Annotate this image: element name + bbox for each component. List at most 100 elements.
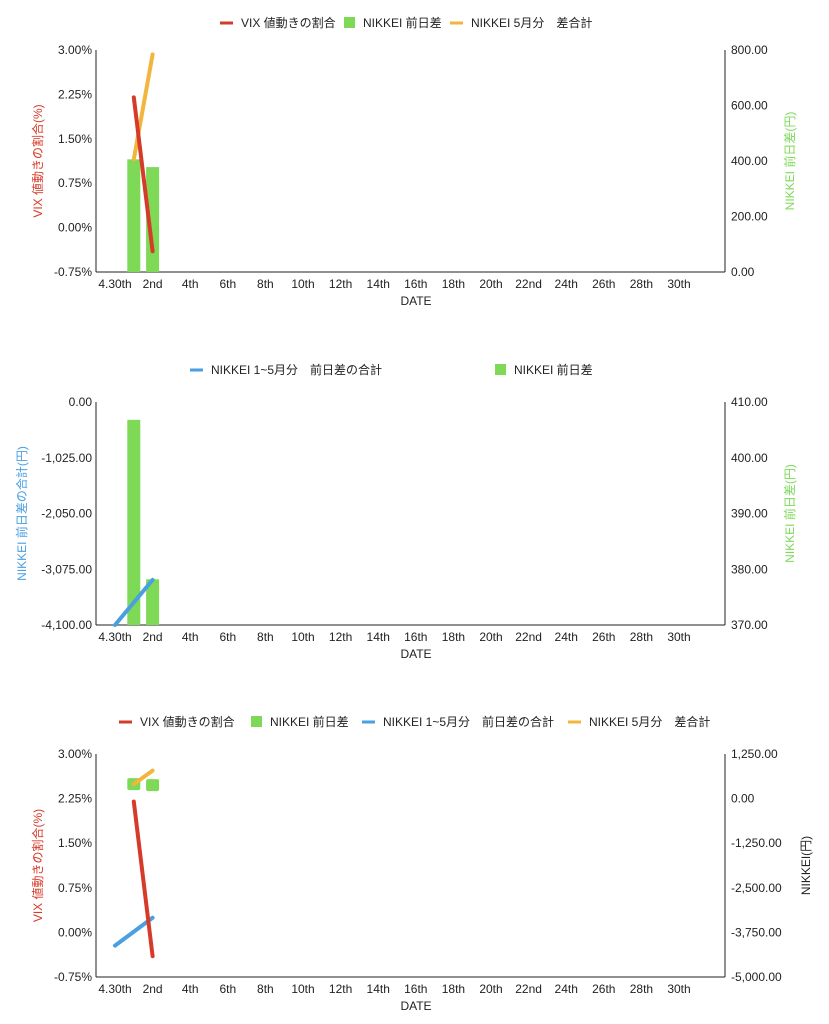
x-tick-label: 18th [442, 630, 465, 644]
right-axis-title: NIKKEI 前日差(円) [782, 464, 797, 563]
x-tick-label: 28th [630, 630, 653, 644]
x-tick-label: 6th [219, 982, 236, 996]
legend-swatch [251, 716, 262, 727]
left-axis-title: VIX 値動きの割合(%) [30, 809, 45, 922]
legend-label: NIKKEI 5月分 差合計 [471, 15, 592, 30]
x-tick-label: 22nd [515, 982, 542, 996]
x-tick-label: 16th [404, 982, 427, 996]
bar [127, 419, 141, 625]
left-tick-label: 0.00% [58, 221, 92, 235]
x-tick-label: 28th [630, 277, 653, 291]
x-tick-label: 8th [257, 982, 274, 996]
right-tick-label: 370.00 [731, 618, 768, 632]
x-tick-label: 10th [291, 630, 314, 644]
x-tick-label: 14th [367, 982, 390, 996]
left-tick-label: 3.00% [58, 747, 92, 761]
left-tick-label: 2.25% [58, 792, 92, 806]
x-tick-label: 14th [367, 630, 390, 644]
x-tick-label: 30th [667, 277, 690, 291]
x-tick-label: 20th [479, 277, 502, 291]
x-tick-label: 2nd [143, 630, 163, 644]
x-tick-label: 18th [442, 277, 465, 291]
right-axis-title: NIKKEI 前日差(円) [782, 112, 797, 211]
legend-label: NIKKEI 前日差 [363, 15, 442, 30]
x-tick-label: 2nd [143, 982, 163, 996]
x-axis-title: DATE [400, 647, 431, 661]
right-tick-label: 380.00 [731, 562, 768, 576]
right-tick-label: 400.00 [731, 451, 768, 465]
x-tick-label: 12th [329, 982, 352, 996]
bar [146, 779, 160, 792]
right-tick-label: -1,250.00 [731, 836, 782, 850]
left-tick-label: 1.50% [58, 132, 92, 146]
x-tick-label: 26th [592, 630, 615, 644]
series-line [113, 577, 155, 627]
x-tick-label: 24th [555, 630, 578, 644]
x-tick-label: 8th [257, 277, 274, 291]
left-tick-label: 0.00 [69, 395, 93, 409]
x-tick-label: 16th [404, 277, 427, 291]
right-axis-title: NIKKEI(円) [799, 836, 813, 895]
left-tick-label: 0.75% [58, 176, 92, 190]
right-tick-label: 390.00 [731, 507, 768, 521]
x-tick-label: 6th [219, 630, 236, 644]
left-tick-label: 0.00% [58, 925, 92, 939]
left-tick-label: -1,025.00 [41, 451, 92, 465]
x-tick-label: 14th [367, 277, 390, 291]
series-line [131, 799, 155, 959]
x-tick-label: 20th [479, 630, 502, 644]
legend-swatch [344, 17, 355, 28]
x-tick-label: 26th [592, 982, 615, 996]
series-line [131, 95, 155, 254]
x-tick-label: 4.30th [98, 630, 131, 644]
left-tick-label: 1.50% [58, 836, 92, 850]
right-tick-label: -2,500.00 [731, 881, 782, 895]
right-tick-label: 1,250.00 [731, 747, 778, 761]
x-axis-title: DATE [400, 294, 431, 308]
x-tick-label: 28th [630, 982, 653, 996]
left-tick-label: -0.75% [54, 970, 92, 984]
left-tick-label: -2,050.00 [41, 507, 92, 521]
left-tick-label: 2.25% [58, 87, 92, 101]
x-tick-label: 8th [257, 630, 274, 644]
left-axis-title: NIKKEI 前日差の合計(円) [14, 446, 29, 581]
x-tick-label: 4th [182, 630, 199, 644]
x-tick-label: 24th [555, 277, 578, 291]
bar [146, 167, 160, 272]
series-line [131, 768, 155, 787]
left-tick-label: -3,075.00 [41, 562, 92, 576]
left-tick-label: -4,100.00 [41, 618, 92, 632]
legend-swatch [495, 364, 506, 375]
bar [146, 579, 160, 625]
x-tick-label: 10th [291, 982, 314, 996]
x-tick-label: 6th [219, 277, 236, 291]
legend-label: NIKKEI 前日差 [270, 714, 349, 729]
left-tick-label: 0.75% [58, 881, 92, 895]
chart-1: 3.00% 2.25% 1.50% 0.75% 0.00% -0.75% 800.00 600… [30, 15, 797, 308]
right-tick-label: 800.00 [731, 43, 768, 57]
x-tick-label: 22nd [515, 277, 542, 291]
x-tick-label: 30th [667, 630, 690, 644]
legend-label: NIKKEI 1~5月分 前日差の合計 [383, 714, 554, 729]
x-tick-label: 12th [329, 630, 352, 644]
bar [127, 159, 141, 272]
x-tick-label: 12th [329, 277, 352, 291]
legend-label: NIKKEI 1~5月分 前日差の合計 [211, 362, 382, 377]
x-tick-label: 4th [182, 277, 199, 291]
chart-3: 3.00% 2.25% 1.50% 0.75% 0.00% -0.75% 1,250.00 0… [30, 714, 813, 1013]
x-tick-label: 10th [291, 277, 314, 291]
left-tick-label: 3.00% [58, 43, 92, 57]
right-tick-label: 0.00 [731, 792, 755, 806]
series-line [131, 52, 155, 162]
right-tick-label: 600.00 [731, 99, 768, 113]
x-tick-label: 22nd [515, 630, 542, 644]
x-tick-label: 4.30th [98, 982, 131, 996]
x-tick-label: 20th [479, 982, 502, 996]
series-line [113, 915, 155, 948]
right-tick-label: -3,750.00 [731, 925, 782, 939]
right-tick-label: 200.00 [731, 210, 768, 224]
x-tick-label: 18th [442, 982, 465, 996]
right-tick-label: -5,000.00 [731, 970, 782, 984]
x-tick-label: 4th [182, 982, 199, 996]
